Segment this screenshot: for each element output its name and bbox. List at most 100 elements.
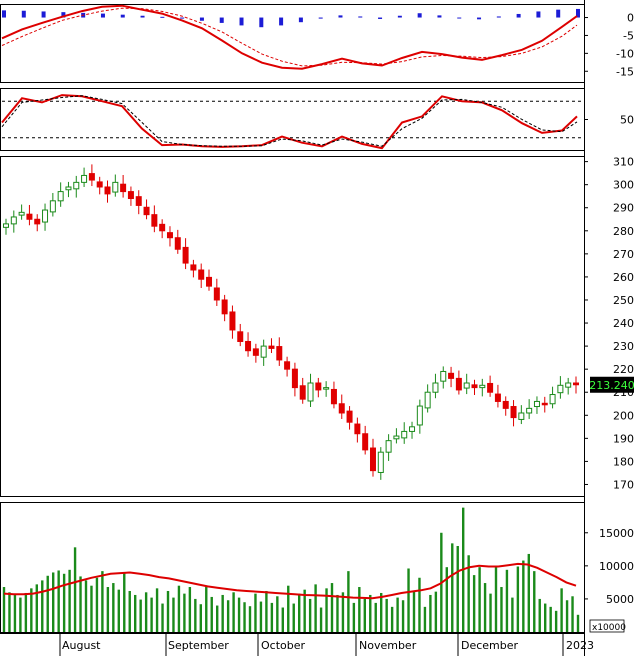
price-panel: 3103002902802702602502402302202102001901… xyxy=(3,156,635,491)
macd-histogram-bar xyxy=(496,16,501,18)
candle-body xyxy=(120,183,127,193)
candle-body xyxy=(57,191,64,202)
stochastic-tick-label: 50 xyxy=(620,114,634,127)
macd-histogram-bar xyxy=(120,14,125,18)
candle-body xyxy=(448,372,455,379)
volume-bar xyxy=(35,584,38,632)
macd-histogram-bar xyxy=(576,8,580,18)
candle-body xyxy=(440,370,447,382)
volume-bar xyxy=(226,600,230,632)
macd-macd-line xyxy=(1,4,578,70)
volume-bar xyxy=(155,588,159,632)
candle-body xyxy=(526,407,533,414)
x-axis: August September October November December 20… xyxy=(0,633,594,656)
last-price-box xyxy=(590,376,634,393)
volume-bar xyxy=(369,594,372,632)
candle-body xyxy=(143,206,150,216)
candle-body xyxy=(284,361,291,370)
macd-tick-label: -10 xyxy=(616,47,634,60)
price-tick-label: 200 xyxy=(613,409,634,422)
macd-signal-line xyxy=(1,7,578,67)
candle-body xyxy=(557,384,564,394)
month-label: August xyxy=(62,639,101,652)
volume-bar xyxy=(8,592,11,632)
candle-body xyxy=(385,440,392,453)
volume-panel: 15000 10000 5000 xyxy=(2,507,634,632)
volume-bar xyxy=(533,571,536,632)
candle-body xyxy=(81,174,88,183)
candle-body xyxy=(252,348,259,356)
candle-body xyxy=(18,211,25,216)
candle-body xyxy=(88,173,95,181)
candle-body xyxy=(573,382,579,386)
macd-histogram-bar xyxy=(160,16,165,18)
candle-body xyxy=(494,393,501,402)
macd-histogram-bar xyxy=(318,17,323,19)
volume-bar xyxy=(352,602,356,632)
price-tick-label: 310 xyxy=(613,156,634,169)
price-tick-label: 170 xyxy=(613,478,634,491)
candle-body xyxy=(198,269,205,280)
candle-body xyxy=(369,447,376,472)
volume-bar xyxy=(232,592,235,632)
volume-bar xyxy=(205,586,208,632)
candle-body xyxy=(416,405,423,426)
volume-bar xyxy=(259,601,263,632)
macd-tick-label: 0 xyxy=(627,12,634,25)
volume-bar xyxy=(112,583,115,632)
macd-histogram-bar xyxy=(298,17,303,23)
volume-bar xyxy=(57,570,60,632)
candle-body xyxy=(549,394,556,405)
volume-bar xyxy=(30,588,33,632)
candle-body xyxy=(307,382,314,402)
candle-body xyxy=(174,237,181,250)
volume-bar xyxy=(347,571,350,632)
volume-bar xyxy=(221,594,224,632)
macd-histogram-bar xyxy=(180,17,185,19)
volume-bar xyxy=(544,603,547,632)
candle-body xyxy=(268,345,275,349)
volume-bar xyxy=(62,573,66,632)
candle-body xyxy=(299,385,306,400)
volume-bar xyxy=(2,587,6,632)
candle-body xyxy=(104,186,111,195)
stochastic-panel: 50 xyxy=(1,94,634,150)
volume-bar xyxy=(95,577,99,632)
stochastic-k-line xyxy=(1,94,578,150)
candle-body xyxy=(127,191,134,200)
volume-bar xyxy=(90,585,93,632)
candle-body xyxy=(518,412,525,420)
volume-bar xyxy=(254,593,257,632)
volume-bar xyxy=(68,569,71,632)
volume-bar xyxy=(565,600,569,632)
volume-bar xyxy=(336,594,339,632)
volume-bar xyxy=(303,589,306,632)
volume-bar xyxy=(139,599,142,632)
macd-histogram-bar xyxy=(61,12,66,18)
month-label: December xyxy=(461,639,519,652)
volume-bar xyxy=(522,560,525,632)
price-tick-label: 230 xyxy=(613,340,634,353)
volume-bar xyxy=(549,606,552,632)
volume-bar xyxy=(380,592,383,632)
price-tick-label: 280 xyxy=(613,225,634,238)
macd-panel: 0 -5 -10 -15 xyxy=(1,4,634,78)
volume-bar xyxy=(412,590,416,632)
candle-body xyxy=(112,181,119,193)
candle-body xyxy=(510,406,517,419)
volume-bar xyxy=(489,593,492,632)
volume-bar xyxy=(41,580,44,632)
volume-bar xyxy=(128,590,131,632)
volume-bar xyxy=(101,571,104,632)
volume-bar xyxy=(472,575,476,632)
volume-bar xyxy=(199,604,202,632)
volume-bar xyxy=(554,610,558,632)
volume-bar xyxy=(144,592,148,632)
price-panel-frame xyxy=(0,156,585,497)
candle-body xyxy=(237,331,244,342)
candle-body xyxy=(455,377,462,391)
price-tick-label: 250 xyxy=(613,294,634,307)
macd-histogram-bar xyxy=(417,13,422,18)
volume-bar xyxy=(188,587,192,632)
